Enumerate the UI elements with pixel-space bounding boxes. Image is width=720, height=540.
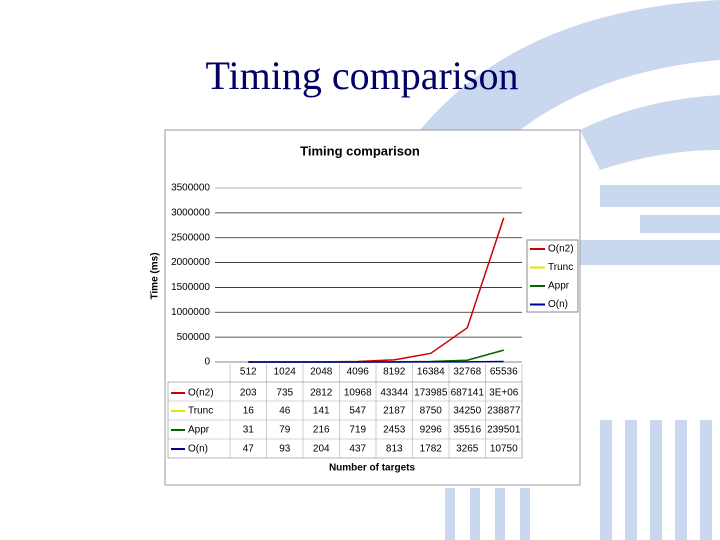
x-axis-label: Number of targets — [329, 463, 416, 474]
decoration — [420, 0, 720, 540]
y-tick-label: 1000000 — [171, 307, 210, 318]
table-cell: 141 — [313, 406, 330, 417]
y-axis-label: Time (ms) — [150, 252, 161, 299]
table-row-label: O(n) — [188, 444, 208, 455]
table-cell: 1782 — [420, 444, 443, 455]
table-cell: 16 — [243, 406, 255, 417]
table-cell: 216 — [313, 425, 330, 436]
y-tick-label: 2500000 — [171, 232, 210, 243]
legend-label: O(n2) — [548, 244, 574, 255]
table-cell: 31 — [243, 425, 255, 436]
table-cell: 735 — [276, 388, 293, 399]
table-cell: 3265 — [456, 444, 479, 455]
y-tick-label: 500000 — [177, 332, 211, 343]
x-tick-label: 1024 — [274, 367, 297, 378]
table-cell: 203 — [240, 388, 257, 399]
table-cell: 8750 — [420, 406, 443, 417]
table-cell: 238877 — [487, 406, 521, 417]
x-tick-label: 65536 — [490, 367, 518, 378]
y-tick-label: 3500000 — [171, 183, 210, 194]
table-cell: 43344 — [380, 388, 408, 399]
table-row-label: Trunc — [188, 406, 213, 417]
series-line — [248, 360, 504, 363]
table-cell: 719 — [349, 425, 366, 436]
legend-frame — [526, 239, 579, 313]
table-cell: 2187 — [383, 406, 406, 417]
table-cell: 437 — [349, 444, 366, 455]
table-cell: 547 — [349, 406, 366, 417]
table-row-label: O(n2) — [188, 388, 214, 399]
table-cell: 35516 — [453, 425, 481, 436]
table-row-label: Appr — [188, 425, 210, 436]
slide-title: Timing comparison — [206, 53, 519, 98]
table-cell: 9296 — [420, 425, 443, 436]
x-tick-label: 2048 — [310, 367, 333, 378]
x-tick-label: 512 — [240, 367, 257, 378]
table-cell: 79 — [279, 425, 291, 436]
x-tick-label: 8192 — [383, 367, 406, 378]
table-cell: 813 — [386, 444, 403, 455]
y-tick-label: 2000000 — [171, 257, 210, 268]
y-tick-label: 1500000 — [171, 282, 210, 293]
table-cell: 10750 — [490, 444, 518, 455]
table-cell: 2453 — [383, 425, 406, 436]
table-cell: 3E+06 — [489, 388, 519, 399]
table-cell: 34250 — [453, 406, 481, 417]
chart-frame — [164, 129, 581, 486]
chart-title: Timing comparison — [300, 143, 420, 158]
x-tick-label: 16384 — [417, 367, 445, 378]
table-cell: 204 — [313, 444, 330, 455]
table-cell: 173985 — [414, 388, 448, 399]
table-cell: 10968 — [344, 388, 372, 399]
table-cell: 687141 — [451, 388, 485, 399]
table-cell: 46 — [279, 406, 291, 417]
y-tick-label: 0 — [204, 357, 210, 368]
legend-label: O(n) — [548, 299, 568, 310]
legend-label: Trunc — [548, 262, 573, 273]
legend-label: Appr — [548, 281, 570, 292]
table-cell: 2812 — [310, 388, 333, 399]
table-cell: 239501 — [487, 425, 521, 436]
table-cell: 93 — [279, 444, 291, 455]
y-tick-label: 3000000 — [171, 207, 210, 218]
x-tick-label: 4096 — [347, 367, 370, 378]
table-cell: 47 — [243, 444, 255, 455]
x-tick-label: 32768 — [453, 367, 481, 378]
